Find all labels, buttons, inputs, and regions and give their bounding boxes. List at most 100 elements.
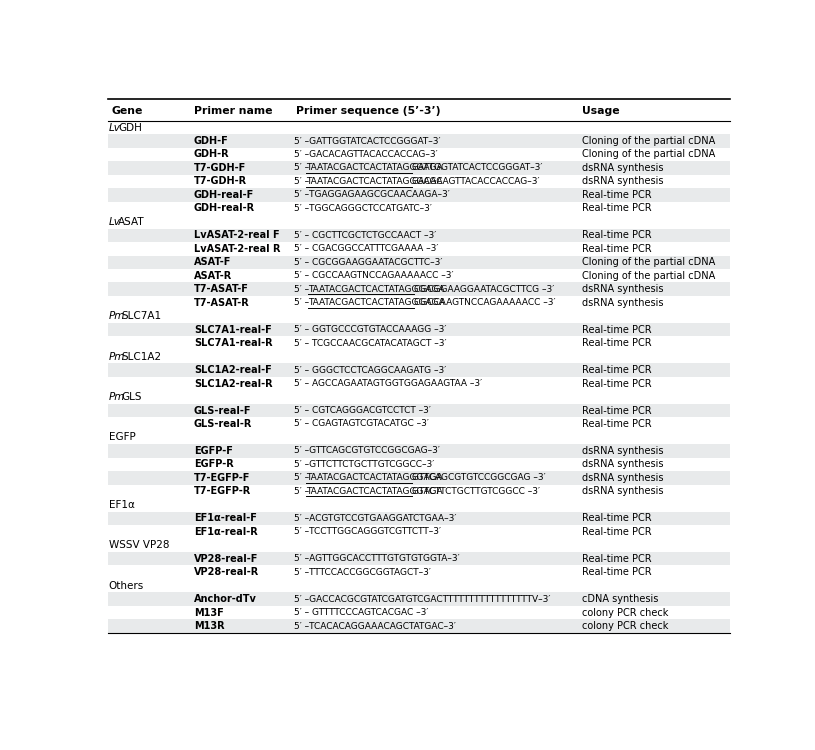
Text: 5′ –GACACAGTTACACCACCAG–3′: 5′ –GACACAGTTACACCACCAG–3′ [294, 150, 438, 159]
Text: Real-time PCR: Real-time PCR [582, 513, 652, 523]
Text: Real-time PCR: Real-time PCR [582, 554, 652, 564]
Bar [108, 606, 729, 619]
Text: 5′ –: 5′ – [294, 487, 310, 496]
Text: 5′ –: 5′ – [294, 177, 310, 186]
Text: EF1α-real-F: EF1α-real-F [194, 513, 257, 523]
Text: T7-ASAT-R: T7-ASAT-R [194, 298, 249, 307]
Text: Real-time PCR: Real-time PCR [582, 379, 652, 388]
Text: 5′ –: 5′ – [294, 298, 312, 307]
Text: Others: Others [109, 580, 144, 591]
Text: TAATACGACTCACTATAGGGAGA: TAATACGACTCACTATAGGGAGA [306, 473, 443, 482]
Bar [108, 458, 729, 471]
Text: dsRNA synthesis: dsRNA synthesis [582, 446, 663, 456]
Text: VP28-real-R: VP28-real-R [194, 567, 259, 578]
Text: M13R: M13R [194, 621, 224, 631]
Text: ASAT-R: ASAT-R [194, 271, 232, 280]
Text: 5′ –GTTCTTCTGCTTGTCGGCC–3′: 5′ –GTTCTTCTGCTTGTCGGCC–3′ [294, 460, 434, 469]
Text: Anchor-dTv: Anchor-dTv [194, 594, 257, 604]
Text: 5′ –GACCACGCGTATCGATGTCGACTTTTTTTTTTTTTTTTTV–3′: 5′ –GACCACGCGTATCGATGTCGACTTTTTTTTTTTTTT… [294, 595, 551, 604]
Text: Pm: Pm [109, 352, 126, 362]
Text: 5′ – GGGCTCCTCAGGCAAGATG –3′: 5′ – GGGCTCCTCAGGCAAGATG –3′ [294, 365, 447, 374]
Bar [108, 579, 729, 592]
Text: GTTCTTCTGCTTGTCGGCC –3′: GTTCTTCTGCTTGTCGGCC –3′ [412, 487, 540, 496]
Text: 5′ – CGCGGAAGGAATACGCTTC–3′: 5′ – CGCGGAAGGAATACGCTTC–3′ [294, 258, 443, 267]
Text: EGFP: EGFP [109, 433, 135, 442]
Text: ASAT-F: ASAT-F [194, 257, 231, 267]
Bar [108, 444, 729, 458]
Text: T7-GDH-R: T7-GDH-R [194, 176, 247, 187]
Text: 5′ –TGAGGAGAAGCGCAACAAGA–3′: 5′ –TGAGGAGAAGCGCAACAAGA–3′ [294, 190, 450, 200]
Text: SLC1A2-real-F: SLC1A2-real-F [194, 365, 271, 375]
Text: GACACAGTTACACCACCAG–3′: GACACAGTTACACCACCAG–3′ [412, 177, 540, 186]
Text: 5′ – AGCCAGAATAGTGGTGGAGAAGTAA –3′: 5′ – AGCCAGAATAGTGGTGGAGAAGTAA –3′ [294, 379, 482, 388]
Text: Real-time PCR: Real-time PCR [582, 406, 652, 416]
Text: dsRNA synthesis: dsRNA synthesis [582, 486, 663, 496]
Text: T7-EGFP-R: T7-EGFP-R [194, 486, 251, 496]
Text: LvASAT-2-real F: LvASAT-2-real F [194, 230, 280, 240]
Bar [108, 525, 729, 538]
Text: 5′ – CGTCAGGGACGTCCTCT –3′: 5′ – CGTCAGGGACGTCCTCT –3′ [294, 406, 431, 415]
Text: 5′ –TTTCCACCGGCGGTAGCT–3′: 5′ –TTTCCACCGGCGGTAGCT–3′ [294, 568, 431, 577]
Text: SLC7A1: SLC7A1 [121, 311, 161, 321]
Bar [108, 310, 729, 323]
Bar [108, 498, 729, 512]
Text: 5′ –: 5′ – [294, 285, 312, 294]
Text: GLS-real-F: GLS-real-F [194, 406, 251, 416]
Text: Primer name: Primer name [194, 106, 272, 116]
Text: GTTCAGCGTGTCCGGCGAG –3′: GTTCAGCGTGTCCGGCGAG –3′ [412, 473, 545, 482]
Text: LvASAT-2-real R: LvASAT-2-real R [194, 244, 280, 254]
Text: dsRNA synthesis: dsRNA synthesis [582, 284, 663, 294]
Bar [108, 283, 729, 296]
Text: ASAT: ASAT [118, 217, 145, 226]
Text: 5′ –TGGCAGGGCTCCATGATC–3′: 5′ –TGGCAGGGCTCCATGATC–3′ [294, 204, 432, 213]
Bar [108, 337, 729, 350]
Text: M13F: M13F [194, 608, 223, 618]
Text: Real-time PCR: Real-time PCR [582, 526, 652, 537]
Text: Real-time PCR: Real-time PCR [582, 338, 652, 348]
Text: 5′ – GGTGCCCGTGTACCAAAGG –3′: 5′ – GGTGCCCGTGTACCAAAGG –3′ [294, 326, 447, 334]
Bar [108, 430, 729, 444]
Bar [108, 121, 729, 134]
Bar [108, 538, 729, 552]
Text: dsRNA synthesis: dsRNA synthesis [582, 176, 663, 187]
Text: Cloning of the partial cDNA: Cloning of the partial cDNA [582, 136, 716, 146]
Text: SLC1A2-real-R: SLC1A2-real-R [194, 379, 272, 388]
Bar [108, 134, 729, 148]
Text: Real-time PCR: Real-time PCR [582, 419, 652, 429]
Bar [108, 99, 729, 121]
Bar [108, 202, 729, 215]
Text: GDH-F: GDH-F [194, 136, 228, 146]
Bar [108, 376, 729, 390]
Bar [108, 484, 729, 498]
Text: 5′ – CGCTTCGCTCTGCCAACT –3′: 5′ – CGCTTCGCTCTGCCAACT –3′ [294, 231, 437, 240]
Text: GATTGGTATCACTCCGGGAT–3′: GATTGGTATCACTCCGGGAT–3′ [412, 164, 544, 172]
Text: 5′ –GTTCAGCGTGTCCGGCGAG–3′: 5′ –GTTCAGCGTGTCCGGCGAG–3′ [294, 446, 440, 455]
Text: Cloning of the partial cDNA: Cloning of the partial cDNA [582, 271, 716, 280]
Text: Cloning of the partial cDNA: Cloning of the partial cDNA [582, 149, 716, 160]
Text: CGCGGAAGGAATACGCTTCG –3′: CGCGGAAGGAATACGCTTCG –3′ [414, 285, 554, 294]
Text: Lv: Lv [109, 122, 121, 133]
Bar [108, 552, 729, 566]
Text: 5′ –ACGTGTCCGTGAAGGATCTGAA–3′: 5′ –ACGTGTCCGTGAAGGATCTGAA–3′ [294, 514, 456, 523]
Text: WSSV VP28: WSSV VP28 [109, 540, 170, 550]
Text: TAATACGACTCACTATAGGGAGA: TAATACGACTCACTATAGGGAGA [306, 177, 443, 186]
Text: GDH-R: GDH-R [194, 149, 230, 160]
Bar [108, 620, 729, 633]
Text: dsRNA synthesis: dsRNA synthesis [582, 460, 663, 470]
Text: EGFP-R: EGFP-R [194, 460, 234, 470]
Text: 5′ –: 5′ – [294, 473, 310, 482]
Text: cDNA synthesis: cDNA synthesis [582, 594, 659, 604]
Text: TAATACGACTCACTATAGGGAGA: TAATACGACTCACTATAGGGAGA [308, 298, 445, 307]
Text: Real-time PCR: Real-time PCR [582, 567, 652, 578]
Text: Usage: Usage [582, 106, 620, 116]
Text: Real-time PCR: Real-time PCR [582, 230, 652, 240]
Text: 5′ –TCCTTGGCAGGGTCGTTCTT–3′: 5′ –TCCTTGGCAGGGTCGTTCTT–3′ [294, 527, 441, 536]
Text: Lv: Lv [109, 217, 121, 226]
Text: 5′ – CGAGTAGTCGTACATGC –3′: 5′ – CGAGTAGTCGTACATGC –3′ [294, 419, 430, 428]
Bar [108, 161, 729, 175]
Text: 5′ – CGCCAAGTNCCAGAAAAACC –3′: 5′ – CGCCAAGTNCCAGAAAAACC –3′ [294, 272, 454, 280]
Bar [108, 512, 729, 525]
Text: GDH-real-R: GDH-real-R [194, 203, 255, 214]
Text: SLC1A2: SLC1A2 [121, 352, 161, 362]
Text: Cloning of the partial cDNA: Cloning of the partial cDNA [582, 257, 716, 267]
